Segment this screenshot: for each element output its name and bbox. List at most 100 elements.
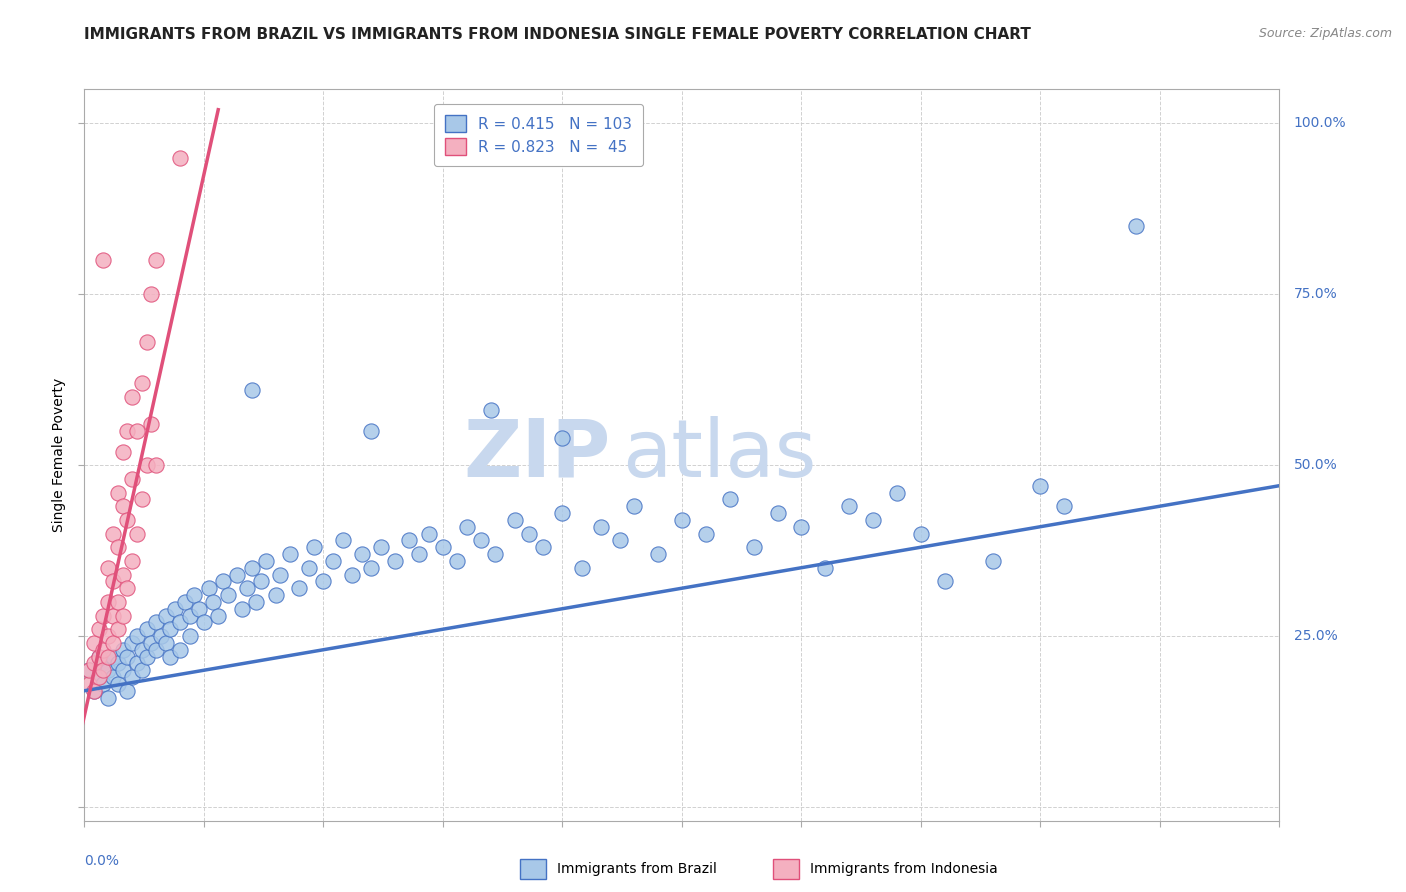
- Point: [332, 533, 354, 548]
- Point: [135, 622, 157, 636]
- Point: [254, 554, 277, 568]
- Point: [531, 540, 554, 554]
- Point: [551, 431, 574, 445]
- Point: [117, 581, 139, 595]
- Point: [145, 458, 167, 472]
- Point: [93, 677, 115, 691]
- Point: [87, 622, 110, 636]
- Point: [217, 588, 239, 602]
- Point: [183, 588, 205, 602]
- Point: [250, 574, 273, 589]
- Point: [125, 424, 148, 438]
- Point: [93, 663, 115, 677]
- Point: [135, 458, 157, 472]
- Point: [111, 499, 134, 513]
- Point: [432, 540, 454, 554]
- Point: [302, 540, 325, 554]
- Point: [446, 554, 468, 568]
- Point: [934, 574, 956, 589]
- Point: [111, 567, 134, 582]
- Point: [245, 595, 267, 609]
- Point: [814, 560, 837, 574]
- Point: [179, 608, 201, 623]
- Point: [226, 567, 249, 582]
- Point: [117, 649, 139, 664]
- Point: [111, 642, 134, 657]
- Text: Source: ZipAtlas.com: Source: ZipAtlas.com: [1258, 27, 1392, 40]
- Point: [981, 554, 1004, 568]
- Point: [609, 533, 631, 548]
- Point: [1029, 478, 1052, 492]
- Point: [101, 670, 124, 684]
- Point: [456, 519, 478, 533]
- Point: [188, 601, 211, 615]
- Point: [1125, 219, 1147, 233]
- Point: [97, 663, 120, 677]
- Point: [77, 677, 100, 691]
- Point: [212, 574, 235, 589]
- Text: 100.0%: 100.0%: [1294, 116, 1347, 130]
- Point: [107, 622, 129, 636]
- Point: [125, 657, 148, 671]
- Point: [298, 560, 321, 574]
- Point: [236, 581, 259, 595]
- Point: [145, 642, 167, 657]
- Point: [125, 629, 148, 643]
- Point: [87, 670, 110, 684]
- Point: [169, 151, 191, 165]
- Point: [83, 636, 105, 650]
- Point: [131, 663, 153, 677]
- Text: IMMIGRANTS FROM BRAZIL VS IMMIGRANTS FROM INDONESIA SINGLE FEMALE POVERTY CORREL: IMMIGRANTS FROM BRAZIL VS IMMIGRANTS FRO…: [84, 27, 1031, 42]
- Point: [121, 670, 143, 684]
- Text: 75.0%: 75.0%: [1294, 287, 1337, 301]
- Point: [117, 513, 139, 527]
- Point: [101, 636, 124, 650]
- Point: [169, 615, 191, 630]
- Point: [149, 629, 172, 643]
- Point: [87, 649, 110, 664]
- Point: [93, 253, 115, 268]
- Point: [240, 560, 263, 574]
- Point: [1053, 499, 1076, 513]
- Point: [312, 574, 335, 589]
- Point: [517, 526, 540, 541]
- Point: [93, 657, 115, 671]
- Point: [121, 554, 143, 568]
- Point: [370, 540, 392, 554]
- Point: [141, 636, 163, 650]
- Point: [589, 519, 612, 533]
- Point: [131, 376, 153, 391]
- Point: [886, 485, 908, 500]
- Point: [408, 547, 430, 561]
- Text: 25.0%: 25.0%: [1294, 629, 1337, 643]
- Point: [484, 547, 506, 561]
- Point: [101, 574, 124, 589]
- Point: [101, 649, 124, 664]
- Point: [135, 649, 157, 664]
- Point: [77, 663, 100, 677]
- Point: [107, 485, 129, 500]
- Point: [159, 649, 181, 664]
- Point: [862, 513, 884, 527]
- Point: [117, 683, 139, 698]
- Point: [107, 677, 129, 691]
- Point: [141, 417, 163, 432]
- Point: [107, 540, 129, 554]
- Point: [264, 588, 287, 602]
- Point: [135, 335, 157, 350]
- Point: [322, 554, 344, 568]
- Point: [742, 540, 765, 554]
- Point: [398, 533, 420, 548]
- Point: [278, 547, 301, 561]
- Point: [479, 403, 502, 417]
- Point: [838, 499, 860, 513]
- Point: [107, 657, 129, 671]
- Point: [350, 547, 373, 561]
- Point: [623, 499, 645, 513]
- Point: [125, 526, 148, 541]
- Point: [384, 554, 406, 568]
- Point: [269, 567, 291, 582]
- Point: [551, 506, 574, 520]
- Point: [288, 581, 311, 595]
- Point: [97, 595, 120, 609]
